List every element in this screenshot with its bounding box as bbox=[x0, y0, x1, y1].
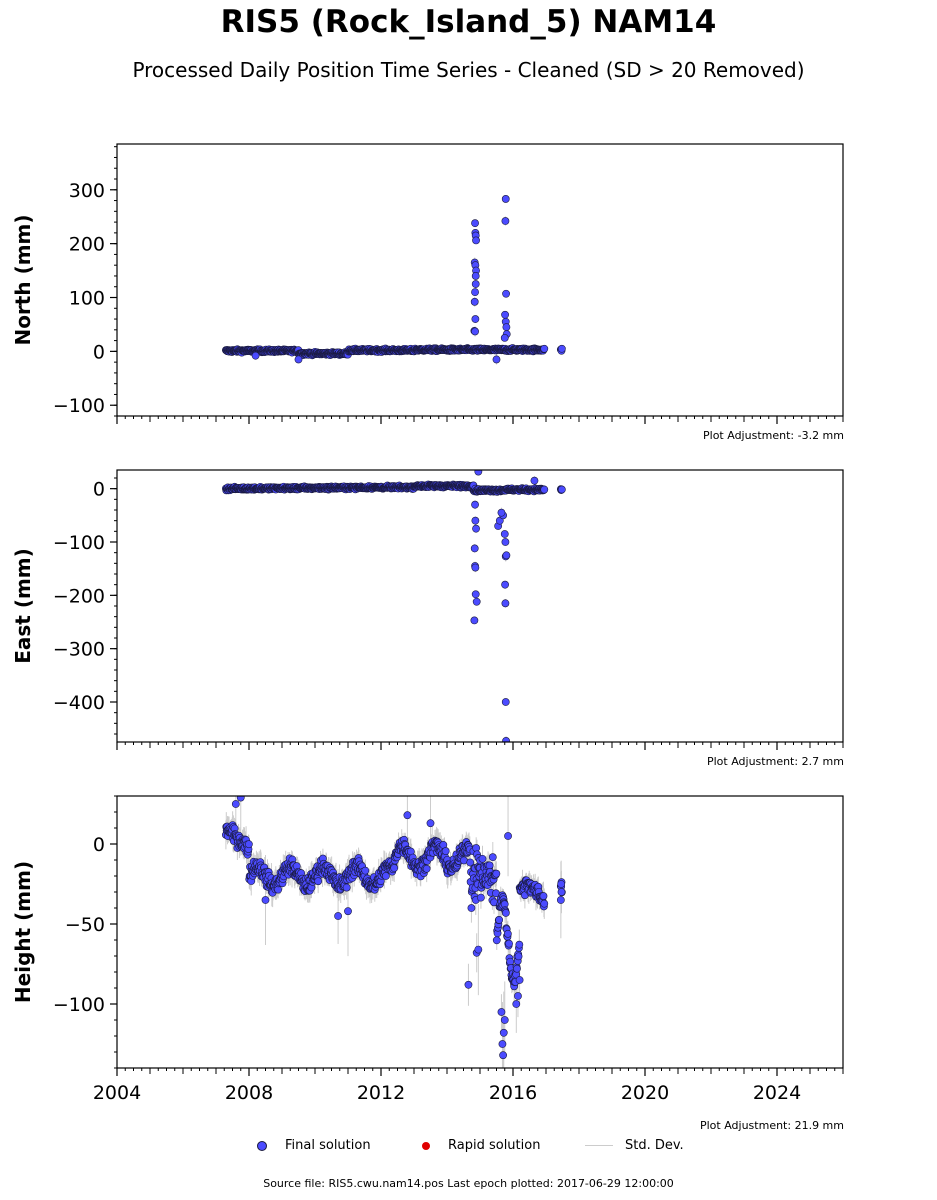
data-point bbox=[314, 877, 323, 886]
data-point bbox=[557, 344, 566, 353]
north-axes-frame bbox=[116, 143, 844, 417]
data-point bbox=[471, 500, 479, 509]
data-point bbox=[501, 599, 510, 608]
data-point bbox=[501, 580, 509, 589]
data-point bbox=[471, 280, 480, 288]
north-y-axis-label: North (mm) bbox=[11, 214, 35, 345]
data-point bbox=[361, 866, 370, 875]
data-point bbox=[471, 272, 480, 280]
data-point bbox=[501, 217, 510, 225]
data-point bbox=[470, 616, 479, 625]
data-point bbox=[472, 236, 480, 245]
data-point bbox=[244, 840, 253, 849]
data-point bbox=[492, 355, 501, 364]
data-point bbox=[471, 516, 480, 525]
north-std-dev-bars bbox=[225, 195, 563, 365]
data-point bbox=[501, 538, 510, 546]
east-plot-area bbox=[221, 470, 566, 742]
data-point bbox=[497, 508, 506, 517]
data-point bbox=[471, 315, 480, 323]
north-panel: −100 0 100 200 300 North (mm) bbox=[11, 143, 844, 424]
y-tick-label: −400 bbox=[53, 692, 105, 714]
data-point bbox=[390, 864, 399, 872]
north-final-solution-points bbox=[221, 195, 566, 364]
data-point bbox=[502, 737, 510, 742]
y-tick-label: −300 bbox=[53, 639, 105, 661]
data-point bbox=[471, 219, 479, 228]
data-point bbox=[251, 351, 260, 360]
data-point bbox=[471, 288, 479, 297]
y-tick-label: −200 bbox=[53, 585, 105, 607]
chart-subtitle: Processed Daily Position Time Series - C… bbox=[132, 58, 805, 82]
data-point bbox=[472, 597, 481, 606]
east-y-axis-label: East (mm) bbox=[11, 548, 35, 664]
data-point bbox=[470, 544, 479, 553]
y-tick-label: −100 bbox=[53, 532, 105, 554]
data-point bbox=[540, 344, 549, 353]
height-std-dev-bars bbox=[225, 796, 563, 1068]
data-point bbox=[422, 864, 431, 873]
data-point bbox=[501, 698, 510, 706]
height-final-solution-points bbox=[221, 796, 566, 1060]
north-plot-area bbox=[221, 195, 566, 365]
data-point bbox=[471, 563, 480, 572]
data-point bbox=[474, 470, 483, 476]
data-point bbox=[501, 195, 510, 203]
data-point bbox=[342, 883, 351, 892]
data-point bbox=[501, 310, 509, 319]
y-tick-label: 300 bbox=[69, 180, 105, 202]
data-point bbox=[471, 590, 480, 599]
data-point bbox=[471, 327, 479, 336]
data-point bbox=[294, 355, 303, 364]
east-final-solution-points bbox=[221, 470, 566, 742]
data-point bbox=[500, 334, 509, 342]
data-point bbox=[530, 476, 539, 485]
data-point bbox=[540, 485, 549, 494]
y-tick-label: 0 bbox=[93, 479, 105, 501]
data-point bbox=[381, 872, 390, 880]
chart-title: RIS5 (Rock_Island_5) NAM14 bbox=[220, 4, 717, 40]
y-tick-label: 100 bbox=[69, 288, 105, 310]
data-point bbox=[557, 485, 566, 494]
data-point bbox=[502, 289, 510, 298]
data-point bbox=[441, 847, 450, 855]
height-plot-area bbox=[221, 796, 566, 1068]
y-tick-label: 200 bbox=[69, 234, 105, 256]
east-std-dev-bars bbox=[225, 470, 563, 742]
east-axes-frame bbox=[116, 469, 844, 743]
data-point bbox=[470, 297, 479, 306]
y-tick-label: 0 bbox=[93, 341, 105, 363]
data-point bbox=[472, 524, 480, 533]
data-point bbox=[500, 530, 509, 538]
y-tick-label: −100 bbox=[53, 395, 105, 417]
data-point bbox=[502, 323, 511, 332]
data-point bbox=[502, 551, 511, 560]
east-panel: −400 −300 −200 −100 0 East (mm) bbox=[11, 469, 844, 750]
